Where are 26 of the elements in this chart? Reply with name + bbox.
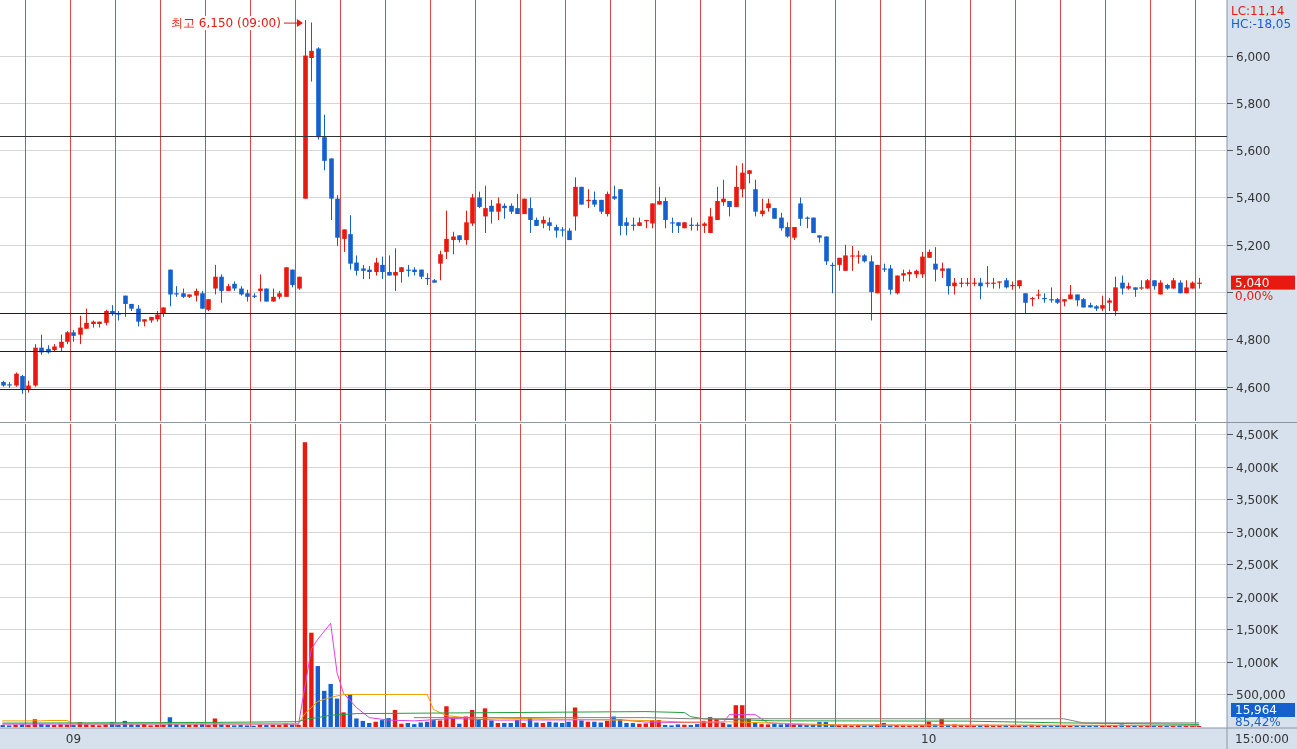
annotation: 최고 6,150 (09:00) [171,16,281,31]
text: 15,964 [1235,703,1277,717]
text: 85,42% [1235,715,1281,729]
text: 5,040 [1235,275,1270,290]
y-tick-label: 4,800 [1236,332,1271,347]
text: HC:-18,05 [1231,17,1292,31]
y-tick-label: 500,000 [1236,687,1286,702]
y-tick-label: 2,500K [1236,557,1280,572]
y-tick-label: 6,000 [1236,49,1271,64]
y-tick-label: 3,000K [1236,525,1280,540]
x-tick-label: 09 [65,732,82,746]
y-tick-label: 3,500K [1236,492,1280,507]
y-tick-label: 4,000K [1236,460,1280,475]
y-tick-label: 4,600 [1236,380,1271,395]
y-tick-label: 2,000K [1236,590,1280,605]
text: 15:00:00 [1235,732,1289,746]
y-tick-label: 5,800 [1236,96,1271,111]
y-tick-label: 4,500K [1236,427,1280,442]
text: 0,00% [1235,288,1274,303]
x-tick-label: 10 [921,732,937,746]
y-tick-label: 5,400 [1236,190,1271,205]
text: LC:11,14 [1231,4,1285,18]
y-tick-label: 1,000K [1236,655,1280,670]
y-tick-label: 5,200 [1236,238,1271,253]
y-tick-label: 5,600 [1236,143,1271,158]
y-tick-label: 1,500K [1236,622,1280,637]
